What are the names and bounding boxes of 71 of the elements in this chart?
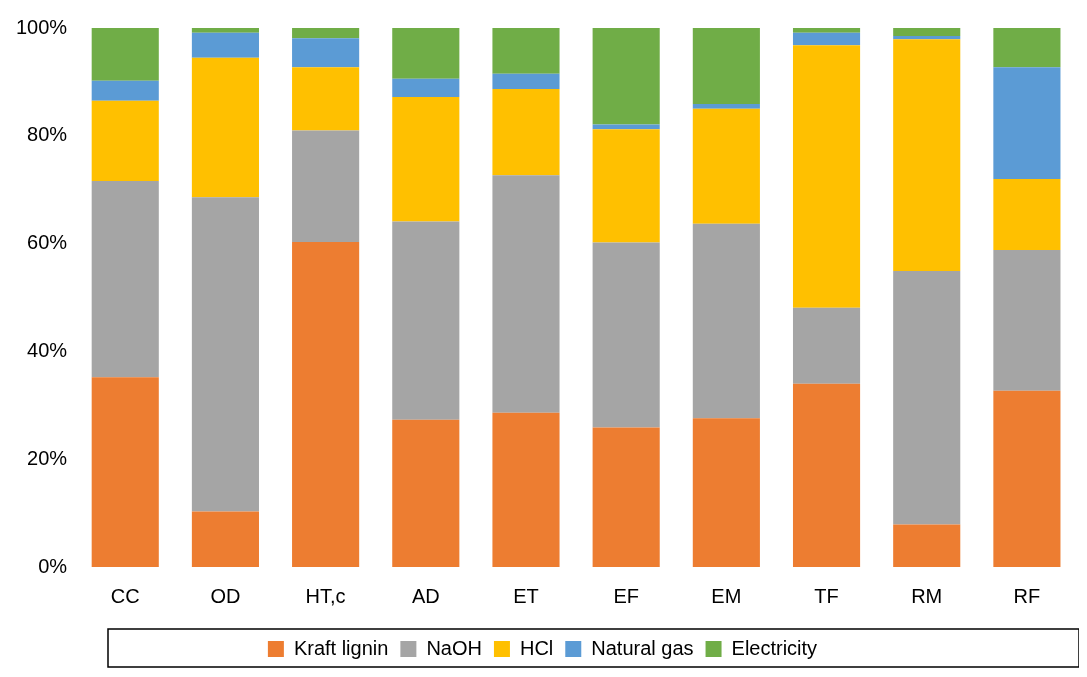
bar [893, 271, 961, 525]
bar [592, 427, 660, 567]
y-tick-label: 40% [27, 338, 68, 361]
x-tick-label: AD [411, 584, 440, 607]
bar [993, 178, 1061, 251]
bar [792, 32, 861, 46]
bar [191, 28, 259, 33]
bar [792, 307, 861, 384]
bar [792, 45, 861, 308]
legend-label: Kraft lignin [293, 636, 389, 659]
bar [91, 181, 159, 378]
x-tick-label: EF [613, 584, 639, 607]
y-tick-label: 80% [27, 123, 68, 146]
bar [392, 96, 460, 222]
x-tick-label: HT,c [305, 584, 346, 607]
y-tick-label: 60% [27, 231, 68, 254]
bar [993, 67, 1061, 179]
y-tick-label: 0% [38, 554, 68, 577]
bar [392, 28, 460, 79]
bar [292, 38, 360, 68]
legend-label: Natural gas [591, 636, 694, 659]
bar [392, 419, 460, 567]
bar [592, 242, 660, 428]
bar [191, 32, 259, 58]
y-tick-label: 100% [16, 15, 68, 38]
legend-label: HCl [519, 636, 554, 659]
bar [292, 241, 360, 567]
bar [91, 100, 159, 182]
bar [893, 39, 961, 272]
bar [91, 28, 159, 81]
x-tick-label: CC [110, 584, 140, 607]
bar [993, 250, 1061, 391]
bar [692, 223, 760, 419]
bar [792, 28, 861, 33]
bar [692, 108, 760, 224]
bar [292, 130, 360, 242]
bar [893, 28, 961, 37]
legend-label: NaOH [426, 636, 482, 659]
bar [292, 28, 360, 39]
bar [492, 73, 560, 89]
bar [692, 104, 760, 109]
bar [692, 418, 760, 567]
bar [191, 511, 259, 567]
x-tick-label: OD [210, 584, 241, 607]
bar [392, 221, 460, 420]
bar [492, 412, 560, 567]
bar [191, 197, 259, 512]
bar [392, 78, 460, 97]
x-tick-label: TF [814, 584, 839, 607]
bar [993, 390, 1061, 567]
bar [893, 524, 961, 567]
y-tick-label: 20% [27, 446, 68, 469]
bar [492, 88, 560, 176]
bar [893, 36, 961, 40]
bar [692, 28, 760, 104]
bar [292, 67, 360, 131]
bar [592, 124, 660, 130]
x-tick-label: EM [711, 584, 742, 607]
bar [91, 80, 159, 101]
bar [492, 175, 560, 413]
bar [191, 57, 259, 198]
x-tick-label: RF [1013, 584, 1041, 607]
bar [91, 377, 159, 567]
bar [492, 28, 560, 74]
bar [993, 28, 1061, 68]
bar [592, 129, 660, 243]
legend-label: Electricity [731, 636, 818, 659]
bar [792, 383, 861, 567]
x-tick-label: ET [513, 584, 539, 607]
bar [592, 28, 660, 125]
x-tick-label: RM [911, 584, 943, 607]
